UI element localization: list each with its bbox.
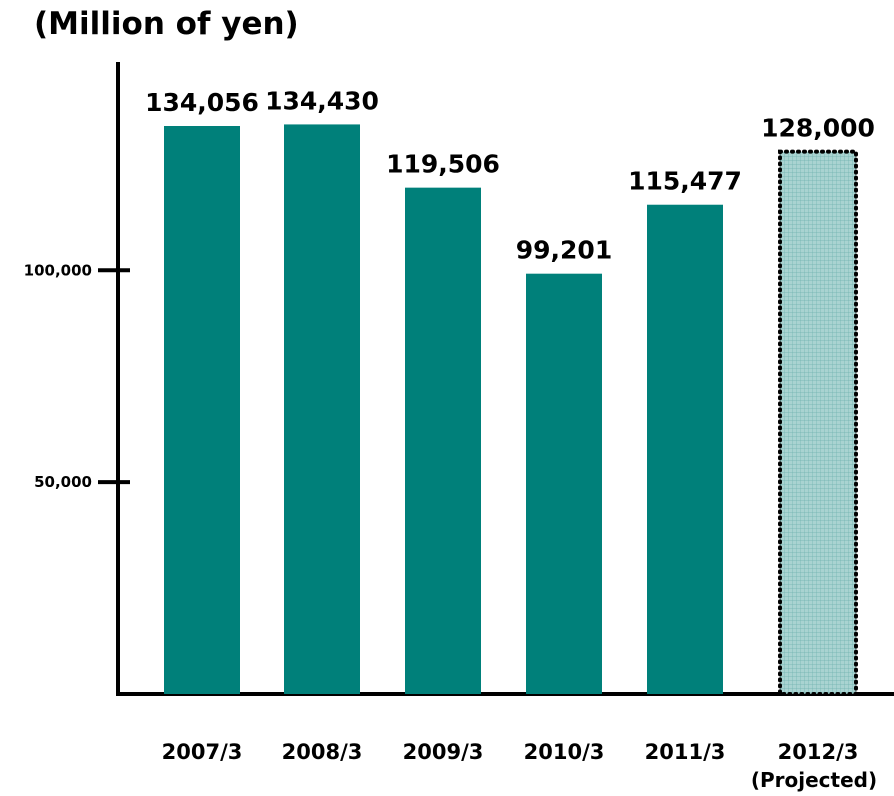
x-tick-label: 2007/3 [162,740,243,764]
x-tick-sublabel: (Projected) [751,768,877,792]
bar-value-label: 134,056 [145,88,259,117]
x-tick-label: 2008/3 [282,740,363,764]
bar [647,204,723,695]
bar [405,187,481,694]
x-tick-label: 2009/3 [403,740,484,764]
bar-value-label: 119,506 [386,150,500,179]
unit-label: (Million of yen) [34,6,299,42]
y-tick-label: 50,000 [34,473,92,491]
bar [164,126,240,694]
x-tick-label: 2011/3 [645,740,726,764]
bar [284,124,360,694]
x-tick-label: 2012/3 [778,740,859,764]
y-tick-label: 100,000 [24,261,92,279]
bar-value-label: 128,000 [761,114,875,143]
bar-value-label: 115,477 [628,167,742,196]
bar [526,273,602,694]
x-tick-label: 2010/3 [524,740,605,764]
bar-value-label: 99,201 [516,236,612,265]
bar-projected [778,149,858,696]
bar-value-label: 134,430 [265,86,379,115]
